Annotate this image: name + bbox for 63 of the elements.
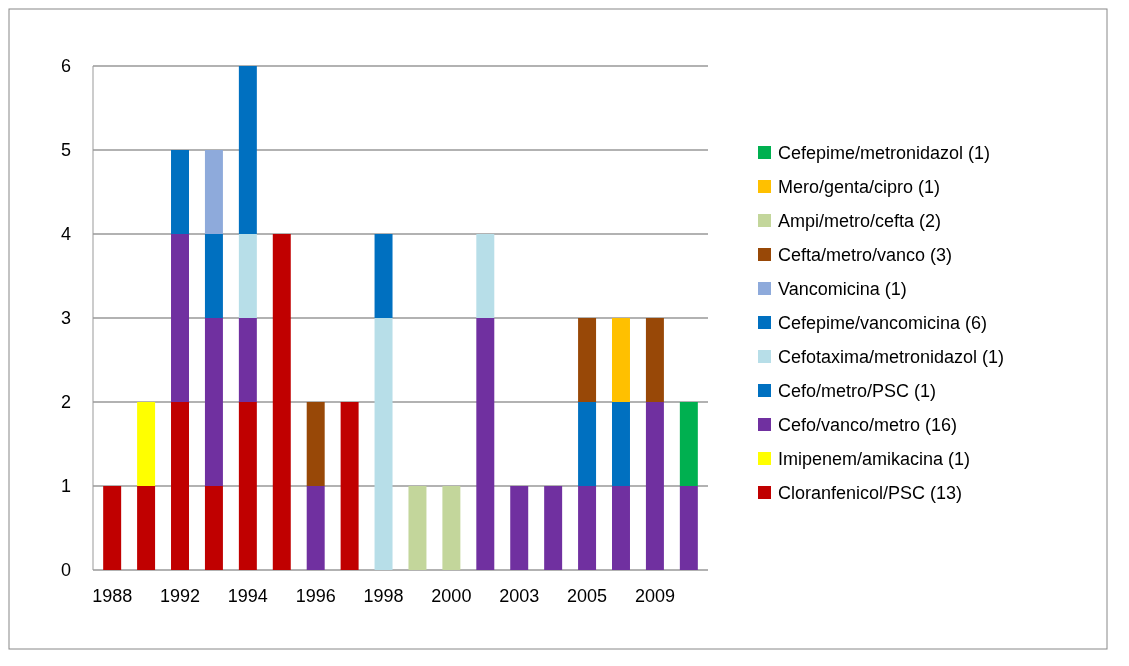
legend-label: Cefo/vanco/metro (16) <box>778 415 958 436</box>
bar <box>612 402 630 486</box>
legend-label: Cefotaxima/metronidazol (1) <box>778 347 1005 368</box>
bar <box>679 486 698 570</box>
bar <box>238 234 257 318</box>
bar <box>272 234 291 570</box>
bar <box>238 318 257 402</box>
legend-label: Cefo/metro/PSC (1) <box>778 381 937 402</box>
bar <box>612 318 630 402</box>
bar <box>103 486 122 570</box>
legend-label: Imipenem/amikacina (1) <box>778 449 971 470</box>
legend-label: Cloranfenicol/PSC (13) <box>778 483 963 504</box>
bar <box>238 402 257 570</box>
x-tick-label: 2009 <box>634 586 675 606</box>
legend-label: Cefepime/vancomicina (6) <box>778 313 988 334</box>
legend-label: Cefepime/metronidazol (1) <box>778 143 991 164</box>
y-tick-label: 2 <box>60 392 71 413</box>
bar <box>374 234 393 318</box>
bar <box>544 486 563 570</box>
x-tick-label: 1988 <box>92 586 133 606</box>
legend-label: Ampi/metro/cefta (2) <box>778 211 942 232</box>
bar <box>578 486 597 570</box>
y-tick-label: 5 <box>60 140 71 161</box>
bar <box>578 402 597 486</box>
x-tick-label: 2003 <box>499 586 540 606</box>
bar <box>171 150 189 234</box>
bar <box>476 234 495 318</box>
bar <box>645 402 664 570</box>
bar <box>612 486 630 570</box>
bar <box>510 486 529 570</box>
bar <box>171 234 189 402</box>
y-tick-label: 0 <box>60 560 71 581</box>
x-tick-label: 1996 <box>295 586 336 606</box>
bar <box>306 486 325 570</box>
bar <box>137 486 156 570</box>
bar <box>204 150 223 234</box>
x-tick-label: 2005 <box>567 586 608 606</box>
legend-label: Cefta/metro/vanco (3) <box>778 245 953 266</box>
bar <box>204 234 223 318</box>
bar <box>408 486 427 570</box>
bar <box>374 318 393 570</box>
bar <box>442 486 461 570</box>
x-tick-label: 1992 <box>159 586 201 606</box>
legend-label: Vancomicina (1) <box>778 279 907 300</box>
bar <box>578 318 597 402</box>
y-tick-label: 3 <box>60 308 71 329</box>
bar <box>645 318 664 402</box>
y-tick-label: 1 <box>60 476 71 497</box>
bar <box>340 402 359 570</box>
x-tick-label: 1994 <box>227 586 268 606</box>
bar <box>204 486 223 570</box>
x-tick-label: 1998 <box>363 586 404 606</box>
bar <box>204 318 223 486</box>
bar <box>137 402 156 486</box>
bar <box>171 402 189 570</box>
y-tick-label: 6 <box>60 56 71 77</box>
legend-label: Mero/genta/cipro (1) <box>778 177 941 198</box>
bar <box>306 402 325 486</box>
y-tick-label: 4 <box>60 224 71 245</box>
bar <box>476 318 495 570</box>
bar <box>679 402 698 486</box>
x-tick-label: 2000 <box>431 586 472 606</box>
bar <box>238 66 257 234</box>
